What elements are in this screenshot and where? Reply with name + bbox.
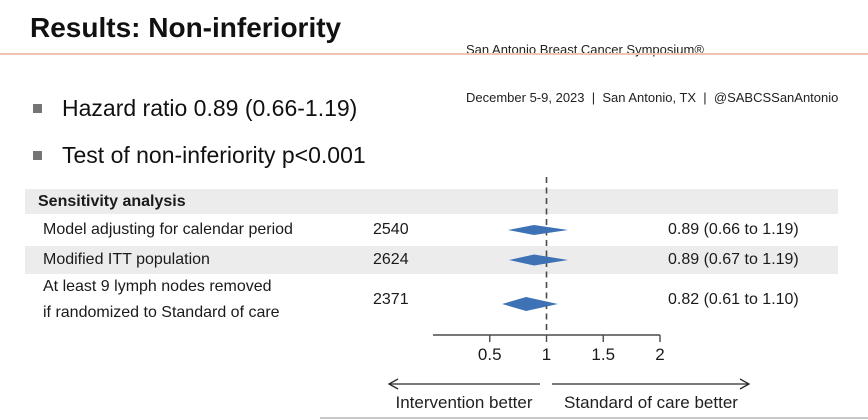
page-title: Results: Non-inferiority: [30, 12, 342, 43]
left-arrowhead-icon: [387, 378, 399, 390]
row-n-value: 2371: [373, 291, 409, 308]
row-hr-ci-value: 0.89 (0.67 to 1.19): [668, 251, 799, 268]
noninferiority-test-text: Test of non-inferiority p<0.001: [62, 141, 366, 168]
axis-tick-label: 1.5: [591, 345, 615, 364]
accent-divider: [0, 53, 868, 55]
row-label: At least 9 lymph nodes removed if random…: [25, 274, 365, 326]
row-hr-ci-value: 0.82 (0.61 to 1.10): [668, 291, 799, 308]
square-bullet-icon: [33, 150, 42, 160]
row-n-value: 2624: [373, 251, 409, 268]
row-hr-ci-value: 0.89 (0.66 to 1.19): [668, 221, 799, 238]
hazard-ratio-text: Hazard ratio 0.89 (0.66-1.19): [62, 94, 358, 121]
right-arrowhead-icon: [739, 378, 751, 390]
left-arrow-label: Intervention better: [395, 393, 533, 412]
bottom-edge-line: [320, 417, 868, 419]
square-bullet-icon: [33, 103, 42, 113]
axis-tick-label: 2: [655, 345, 664, 364]
list-item: Test of non-inferiority p<0.001: [33, 141, 366, 169]
conference-name: San Antonio Breast Cancer Symposium®: [466, 42, 704, 57]
conference-date-location: December 5-9, 2023 | San Antonio, TX | @…: [466, 90, 839, 105]
list-item: Hazard ratio 0.89 (0.66-1.19): [33, 94, 366, 122]
row-label-line1: At least 9 lymph nodes removed: [43, 278, 272, 295]
table-row: Model adjusting for calendar period 2540…: [25, 214, 838, 246]
right-arrow-label: Standard of care better: [564, 393, 738, 412]
table-header: Sensitivity analysis: [25, 189, 838, 214]
key-results-list: Hazard ratio 0.89 (0.66-1.19) Test of no…: [33, 94, 366, 188]
row-label-line2: if randomized to Standard of care: [43, 304, 280, 321]
row-label: Modified ITT population: [43, 251, 210, 268]
axis-tick-label: 1: [542, 345, 551, 364]
table-row: Modified ITT population 2624 0.89 (0.67 …: [25, 246, 838, 274]
table-row: At least 9 lymph nodes removed if random…: [25, 274, 838, 326]
axis-tick-label: 0.5: [478, 345, 502, 364]
row-n-value: 2540: [373, 221, 409, 238]
sensitivity-analysis-table: Sensitivity analysis Model adjusting for…: [25, 189, 838, 326]
conference-info: San Antonio Breast Cancer Symposium® Dec…: [466, 10, 838, 138]
row-label: Model adjusting for calendar period: [43, 221, 293, 238]
